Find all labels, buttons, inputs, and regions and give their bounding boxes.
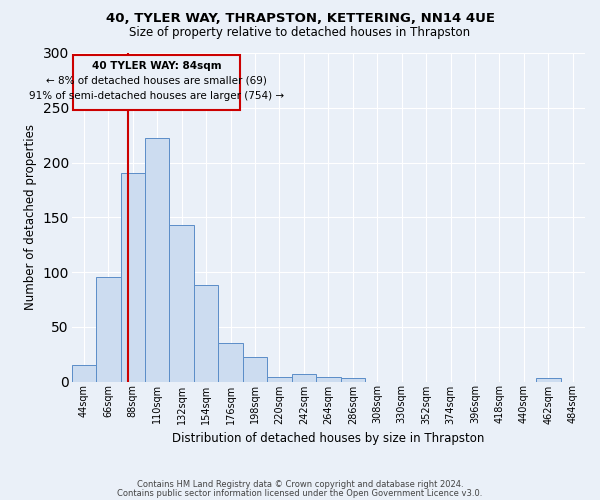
Bar (243, 358, 267, 382)
Y-axis label: Number of detached properties: Number of detached properties (24, 124, 37, 310)
Bar (73, 55, 240, 110)
Bar (121, 174, 145, 382)
Bar (536, 378, 560, 382)
Bar (292, 374, 316, 382)
Bar (218, 343, 243, 382)
Text: Contains HM Land Registry data © Crown copyright and database right 2024.: Contains HM Land Registry data © Crown c… (137, 480, 463, 489)
Bar (341, 378, 365, 382)
Bar (169, 225, 194, 382)
Text: Size of property relative to detached houses in Thrapston: Size of property relative to detached ho… (130, 26, 470, 39)
Bar (145, 138, 169, 382)
Bar (96, 278, 121, 382)
Bar (194, 285, 218, 382)
Bar (316, 377, 341, 382)
Text: ← 8% of detached houses are smaller (69): ← 8% of detached houses are smaller (69) (46, 76, 267, 86)
Text: 40, TYLER WAY, THRAPSTON, KETTERING, NN14 4UE: 40, TYLER WAY, THRAPSTON, KETTERING, NN1… (106, 12, 494, 26)
Bar (267, 377, 292, 382)
Text: 40 TYLER WAY: 84sqm: 40 TYLER WAY: 84sqm (92, 60, 221, 70)
Bar (71, 365, 96, 382)
Text: Contains public sector information licensed under the Open Government Licence v3: Contains public sector information licen… (118, 488, 482, 498)
Text: 91% of semi-detached houses are larger (754) →: 91% of semi-detached houses are larger (… (29, 92, 284, 102)
X-axis label: Distribution of detached houses by size in Thrapston: Distribution of detached houses by size … (172, 432, 484, 445)
